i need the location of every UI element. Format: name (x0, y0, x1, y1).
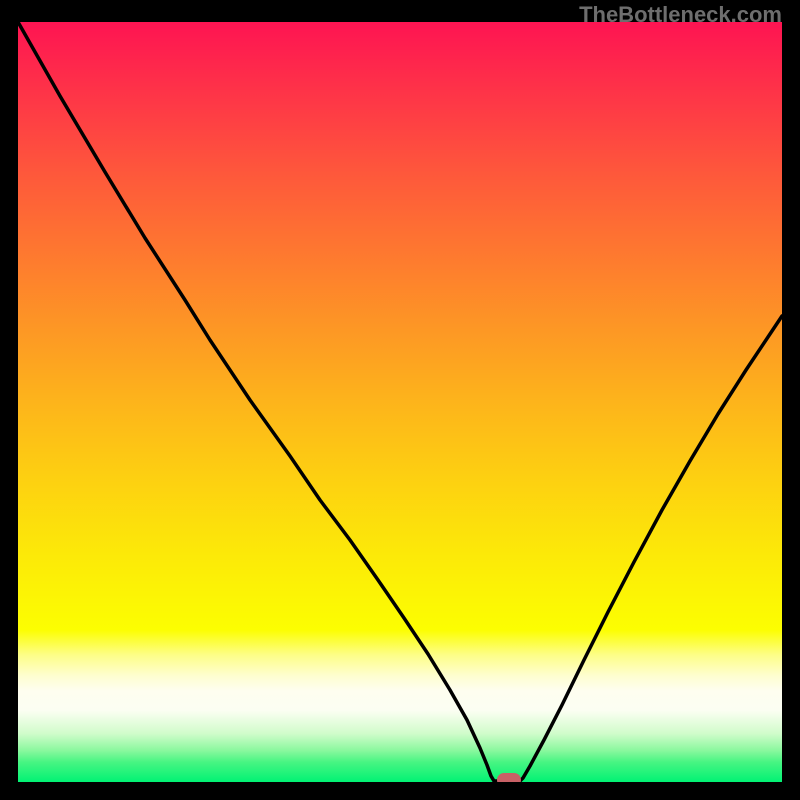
border-right (782, 0, 800, 800)
curve-layer (0, 0, 800, 800)
bottleneck-curve (18, 22, 782, 781)
border-bottom (0, 782, 800, 800)
chart-container: TheBottleneck.com (0, 0, 800, 800)
border-left (0, 0, 18, 800)
watermark-text: TheBottleneck.com (579, 2, 782, 28)
